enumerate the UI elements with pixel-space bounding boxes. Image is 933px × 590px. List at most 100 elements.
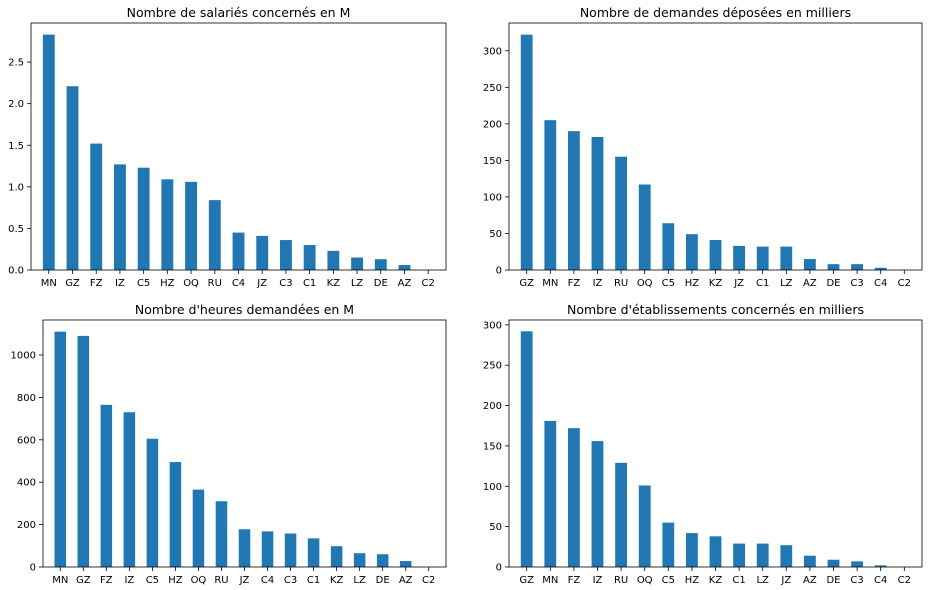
x-tick-label: MN	[542, 575, 558, 586]
chart-panel-1: Nombre de salariés concernés en M MN GZ FZ I…	[8, 5, 447, 289]
x-tick-label: OQ	[183, 278, 199, 289]
x-tick-label: KZ	[709, 575, 723, 586]
bar-LZ	[351, 257, 363, 270]
bar-HZ	[686, 234, 698, 270]
bar-FZ	[568, 428, 580, 567]
x-tick-label: IZ	[115, 278, 125, 289]
x-tick-label: FZ	[100, 575, 113, 586]
y-tick-label: 400	[17, 478, 36, 489]
x-tick-label: JZ	[239, 575, 250, 586]
bar-C3	[851, 561, 863, 567]
bar-IZ	[114, 164, 126, 270]
bar-C4	[874, 267, 887, 270]
bar-GZ	[520, 34, 533, 270]
bar-HZ	[161, 179, 174, 270]
x-tick-label: IZ	[593, 278, 603, 289]
bar-IZ	[123, 412, 136, 567]
bar-JZ	[780, 545, 793, 567]
x-tick-label: JZ	[733, 278, 744, 289]
bar-DE	[827, 264, 840, 270]
y-tick-label: 300	[483, 46, 502, 57]
y-tick-label: 0	[496, 266, 502, 277]
x-tick-label: RU	[614, 278, 628, 289]
x-tick-label: C1	[303, 278, 316, 289]
y-tick-label: 250	[483, 361, 502, 372]
bar-C5	[137, 167, 150, 270]
chart-title: Nombre de salariés concernés en M	[127, 5, 351, 20]
y-tick-label: 0.0	[8, 266, 24, 277]
x-tick-label: C1	[732, 575, 745, 586]
x-tick-label: RU	[208, 278, 222, 289]
x-tick-label: DE	[374, 278, 388, 289]
y-tick-label: 200	[17, 520, 36, 531]
chart-panel-2: Nombre de demandes déposées en milliers G…	[483, 5, 923, 289]
bar-RU	[215, 501, 228, 567]
x-tick-label: C2	[422, 575, 435, 586]
x-tick-label: C2	[422, 278, 435, 289]
x-tick-label: DE	[376, 575, 390, 586]
x-tick-label: C5	[662, 278, 675, 289]
bar-JZ	[733, 245, 745, 270]
bar-MN	[544, 420, 557, 567]
x-tick-label: GZ	[519, 575, 534, 586]
bar-IZ	[591, 137, 604, 270]
plot-frame	[508, 22, 923, 271]
bar-OQ	[638, 184, 651, 270]
bar-OQ	[192, 489, 205, 567]
bar-FZ	[568, 131, 580, 270]
bar-C4	[232, 232, 245, 270]
y-tick-label: 50	[489, 522, 502, 533]
bar-GZ	[66, 86, 79, 271]
bar-HZ	[169, 462, 182, 567]
x-tick-label: LZ	[780, 278, 793, 289]
x-tick-label: KZ	[327, 278, 341, 289]
bar-DE	[374, 259, 387, 270]
plot-frame	[508, 319, 923, 568]
x-tick-label: C4	[874, 278, 887, 289]
x-tick-label: AZ	[803, 278, 817, 289]
x-tick-label: AZ	[398, 278, 412, 289]
x-tick-label: JZ	[256, 278, 267, 289]
x-tick-label: GZ	[65, 278, 80, 289]
bar-C1	[733, 543, 745, 567]
bar-MN	[544, 120, 557, 270]
y-tick-label: 300	[483, 320, 502, 331]
x-tick-label: C1	[307, 575, 320, 586]
x-tick-label: C5	[662, 575, 675, 586]
bar-DE	[827, 559, 840, 567]
bar-KZ	[709, 536, 722, 567]
x-tick-label: LZ	[353, 575, 366, 586]
x-tick-label: AZ	[803, 575, 817, 586]
x-tick-label: LZ	[351, 278, 364, 289]
bar-C4	[874, 565, 887, 567]
x-tick-label: HZ	[685, 575, 700, 586]
y-tick-label: 0	[30, 563, 36, 574]
y-tick-label: 1000	[11, 350, 36, 361]
y-tick-label: 200	[483, 401, 502, 412]
x-tick-label: C3	[850, 575, 863, 586]
bar-AZ	[804, 259, 816, 270]
x-tick-label: RU	[614, 575, 628, 586]
x-tick-label: FZ	[568, 575, 581, 586]
bar-C5	[662, 223, 675, 270]
plot-frame	[42, 319, 447, 568]
y-tick-label: 150	[483, 441, 502, 452]
y-tick-label: 100	[483, 192, 502, 203]
bar-JZ	[256, 235, 269, 270]
y-tick-label: 0.5	[8, 224, 24, 235]
bar-DE	[376, 554, 389, 567]
x-tick-label: KZ	[330, 575, 344, 586]
x-tick-label: C5	[146, 575, 159, 586]
x-tick-label: C3	[284, 575, 297, 586]
y-tick-label: 600	[17, 435, 36, 446]
bar-KZ	[327, 250, 340, 270]
x-tick-label: LZ	[756, 575, 769, 586]
x-tick-label: MN	[41, 278, 57, 289]
y-tick-label: 2.5	[8, 58, 24, 69]
bar-AZ	[398, 265, 411, 270]
y-tick-label: 150	[483, 156, 502, 167]
bar-C3	[280, 240, 292, 270]
x-tick-label: DE	[826, 575, 840, 586]
bar-LZ	[756, 543, 769, 567]
